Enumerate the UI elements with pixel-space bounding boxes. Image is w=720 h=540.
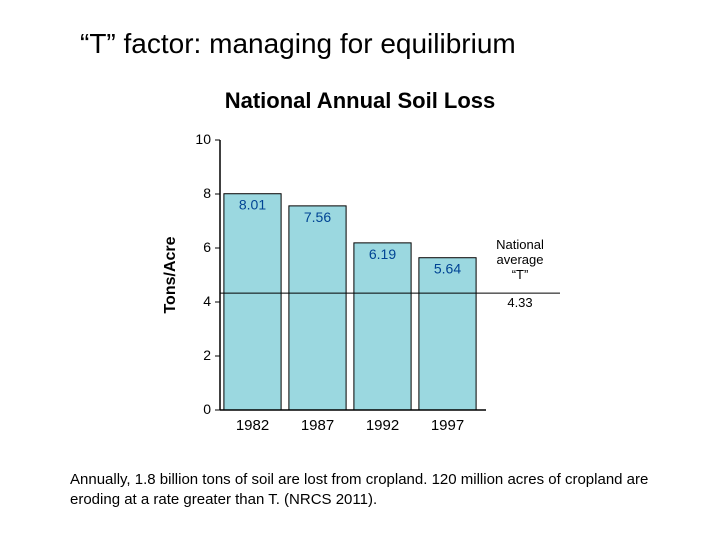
reference-annotation: National <box>496 237 544 252</box>
reference-value-label: 4.33 <box>507 295 532 310</box>
bar <box>224 194 281 410</box>
chart-svg: 0 2 4 6 8 10 8.01 1982 7.56 1987 6.19 1992 5.64 1997 N… <box>150 125 570 445</box>
ytick-label: 0 <box>203 401 211 417</box>
bar <box>289 206 346 410</box>
chart-title: National Annual Soil Loss <box>0 88 720 114</box>
bar-value-label: 6.19 <box>369 246 396 262</box>
slide-title: “T” factor: managing for equilibrium <box>80 28 516 60</box>
footnote-text: Annually, 1.8 billion tons of soil are l… <box>70 470 650 511</box>
ytick-label: 2 <box>203 347 211 363</box>
ytick-label: 8 <box>203 185 211 201</box>
category-label: 1997 <box>431 417 464 434</box>
bar-value-label: 8.01 <box>239 197 266 213</box>
ytick-label: 6 <box>203 239 211 255</box>
ytick-label: 4 <box>203 293 211 309</box>
reference-annotation: “T” <box>512 267 529 282</box>
ytick-label: 10 <box>195 131 211 147</box>
soil-loss-bar-chart: 0 2 4 6 8 10 8.01 1982 7.56 1987 6.19 1992 5.64 1997 N… <box>150 125 570 445</box>
y-axis-label: Tons/Acre <box>162 236 179 313</box>
reference-annotation: average <box>497 252 544 267</box>
category-label: 1987 <box>301 417 334 434</box>
category-label: 1982 <box>236 417 269 434</box>
category-label: 1992 <box>366 417 399 434</box>
slide: “T” factor: managing for equilibrium Nat… <box>0 0 720 540</box>
bar <box>419 258 476 410</box>
bar <box>354 243 411 410</box>
bar-value-label: 5.64 <box>434 261 461 277</box>
bar-value-label: 7.56 <box>304 209 331 225</box>
